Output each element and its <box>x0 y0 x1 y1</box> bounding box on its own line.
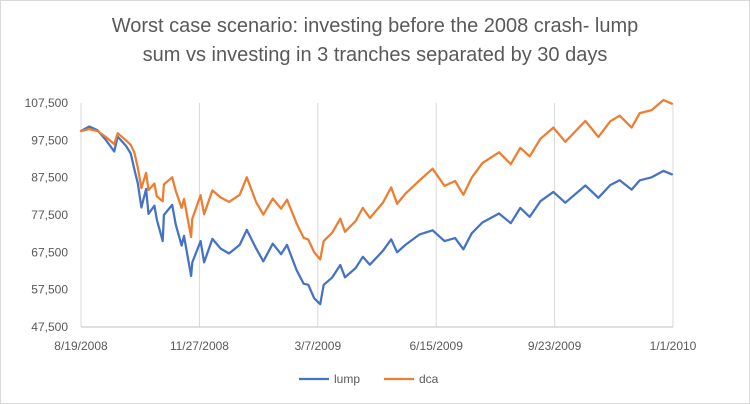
y-tick-label: 87,500 <box>31 171 68 185</box>
x-tick-label: 6/15/2009 <box>410 339 464 353</box>
y-axis-tick-labels: 47,500 57,500 67,500 77,500 87,500 97,500 107,… <box>25 96 69 334</box>
y-tick-label: 97,500 <box>31 133 68 147</box>
y-tick-label: 77,500 <box>31 208 68 222</box>
y-tick-label: 107,500 <box>25 96 69 110</box>
x-tick-label: 8/19/2008 <box>54 339 108 353</box>
y-tick-label: 57,500 <box>31 283 68 297</box>
series-line-dca <box>79 98 673 261</box>
y-tick-label: 67,500 <box>31 245 68 259</box>
gridlines <box>80 103 674 327</box>
chart-title: Worst case scenario: investing before th… <box>0 12 750 70</box>
x-axis-tick-labels: 8/19/2008 11/27/2008 3/7/2009 6/15/2009 9/23… <box>54 339 696 353</box>
legend-label-dca: dca <box>419 372 439 386</box>
x-tick-label: 11/27/2008 <box>170 339 229 353</box>
y-tick-label: 47,500 <box>31 320 68 334</box>
x-tick-label: 9/23/2009 <box>528 339 582 353</box>
x-tick-label: 1/1/2010 <box>650 339 697 353</box>
legend: lump dca <box>299 372 439 386</box>
series-line-lump <box>79 125 673 306</box>
x-tick-label: 3/7/2009 <box>294 339 341 353</box>
series-lines <box>79 98 673 306</box>
chart-title-line-2: sum vs investing in 3 tranches separated… <box>142 44 608 66</box>
chart-title-line-1: Worst case scenario: investing before th… <box>111 15 639 37</box>
legend-label-lump: lump <box>334 372 360 386</box>
